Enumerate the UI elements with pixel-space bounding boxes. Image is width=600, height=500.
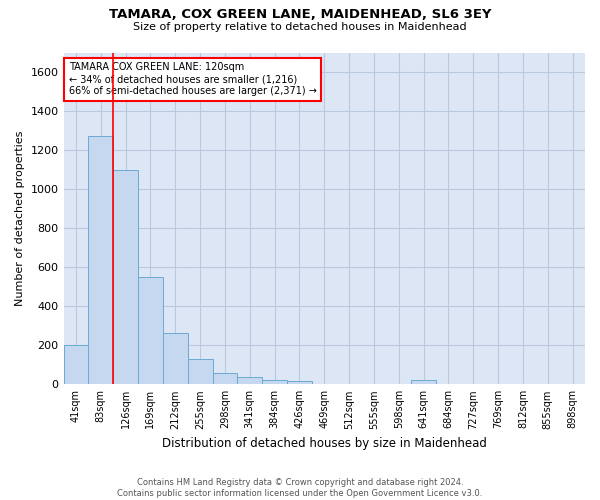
Bar (88, 136, 113, 384)
Bar (113, 170, 138, 384)
Y-axis label: Number of detached properties: Number of detached properties (15, 130, 25, 306)
Bar (262, 380, 287, 384)
Text: TAMARA, COX GREEN LANE, MAIDENHEAD, SL6 3EY: TAMARA, COX GREEN LANE, MAIDENHEAD, SL6 … (109, 8, 491, 20)
Text: TAMARA COX GREEN LANE: 120sqm
← 34% of detached houses are smaller (1,216)
66% o: TAMARA COX GREEN LANE: 120sqm ← 34% of d… (69, 62, 317, 96)
Bar (64, 346, 88, 385)
X-axis label: Distribution of detached houses by size in Maidenhead: Distribution of detached houses by size … (162, 437, 487, 450)
Bar (212, 372, 238, 384)
Bar (138, 277, 163, 384)
Bar (287, 382, 312, 384)
Bar (238, 378, 262, 384)
Text: Contains HM Land Registry data © Crown copyright and database right 2024.
Contai: Contains HM Land Registry data © Crown c… (118, 478, 482, 498)
Bar (411, 380, 436, 384)
Bar (188, 359, 212, 384)
Bar (163, 332, 188, 384)
Text: Size of property relative to detached houses in Maidenhead: Size of property relative to detached ho… (133, 22, 467, 32)
